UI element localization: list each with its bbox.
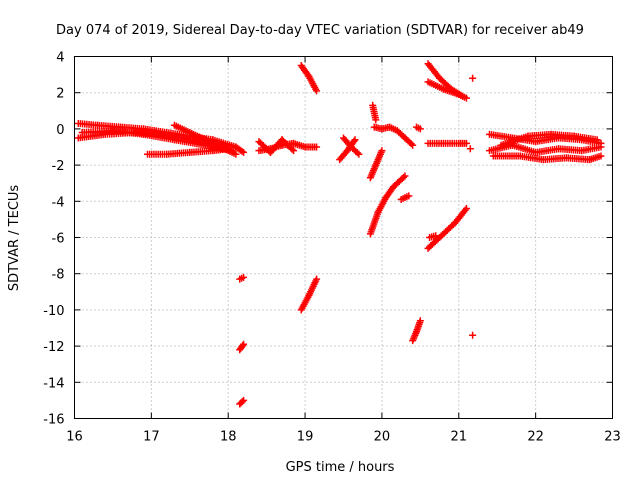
data-point-marker	[224, 145, 232, 153]
data-point-marker	[469, 331, 477, 339]
y-tick-label: -16	[43, 413, 64, 428]
grid-lines	[74, 56, 613, 419]
x-tick-label: 22	[527, 430, 544, 445]
data-point-marker	[466, 145, 474, 153]
x-tick-label: 20	[374, 430, 391, 445]
data-points	[74, 60, 605, 408]
data-point-marker	[372, 116, 380, 124]
data-point-marker	[593, 136, 601, 144]
plot-frame	[74, 56, 613, 419]
data-point-marker	[432, 232, 440, 240]
data-point-marker	[290, 147, 298, 155]
x-axis-label: GPS time / hours	[286, 460, 395, 475]
data-point-marker	[288, 145, 296, 153]
data-point-marker	[238, 398, 246, 406]
data-point-marker	[351, 136, 359, 144]
data-point-marker	[240, 148, 248, 156]
y-tick-labels: 4 2 0 -2 -4 -6 -8 -10 -12 -14 -16	[43, 51, 64, 428]
x-tick-label: 18	[220, 430, 237, 445]
data-point-marker	[416, 317, 424, 325]
data-point-marker	[462, 94, 470, 102]
data-point-marker	[232, 150, 240, 158]
data-point-marker	[313, 275, 321, 283]
data-point-marker	[240, 273, 248, 281]
x-tick-label: 23	[604, 430, 621, 445]
y-tick-label: -12	[43, 340, 64, 355]
y-tick-label: 4	[56, 51, 64, 66]
data-point-marker	[350, 137, 358, 145]
data-point-marker	[409, 141, 417, 149]
data-point-marker	[378, 147, 386, 155]
data-point-marker	[597, 143, 605, 151]
y-axis-label: SDTVAR / TECUs	[7, 185, 22, 292]
data-point-marker	[353, 149, 361, 157]
data-point-marker	[416, 125, 424, 133]
y-tick-label: 2	[56, 87, 64, 102]
data-point-marker	[240, 340, 248, 348]
data-point-marker	[462, 139, 470, 147]
y-tick-label: -10	[43, 304, 64, 319]
x-tick-label: 19	[297, 430, 314, 445]
x-tick-label: 16	[66, 430, 83, 445]
data-point-marker	[240, 396, 248, 404]
data-point-marker	[355, 150, 363, 158]
data-point-marker	[400, 173, 408, 181]
data-point-marker	[597, 152, 605, 160]
y-tick-label: 0	[56, 123, 64, 138]
y-tick-label: -8	[52, 268, 65, 283]
y-tick-label: -4	[52, 195, 65, 210]
data-point-marker	[313, 143, 321, 151]
data-point-marker	[313, 87, 321, 95]
x-tick-label: 17	[143, 430, 160, 445]
data-point-marker	[239, 342, 247, 350]
x-tick-labels: 16 17 18 19 20 21 22 23	[66, 430, 621, 445]
data-point-marker	[401, 172, 409, 180]
y-tick-label: -2	[52, 159, 65, 174]
data-point-marker	[407, 140, 415, 148]
data-point-marker	[462, 205, 470, 213]
y-tick-label: -14	[43, 376, 64, 391]
data-point-marker	[405, 192, 413, 200]
chart-title: Day 074 of 2019, Sidereal Day-to-day VTE…	[56, 23, 584, 38]
y-tick-label: -6	[52, 232, 65, 247]
data-point-marker	[469, 74, 477, 82]
data-point-marker	[238, 147, 246, 155]
x-tick-label: 21	[451, 430, 468, 445]
